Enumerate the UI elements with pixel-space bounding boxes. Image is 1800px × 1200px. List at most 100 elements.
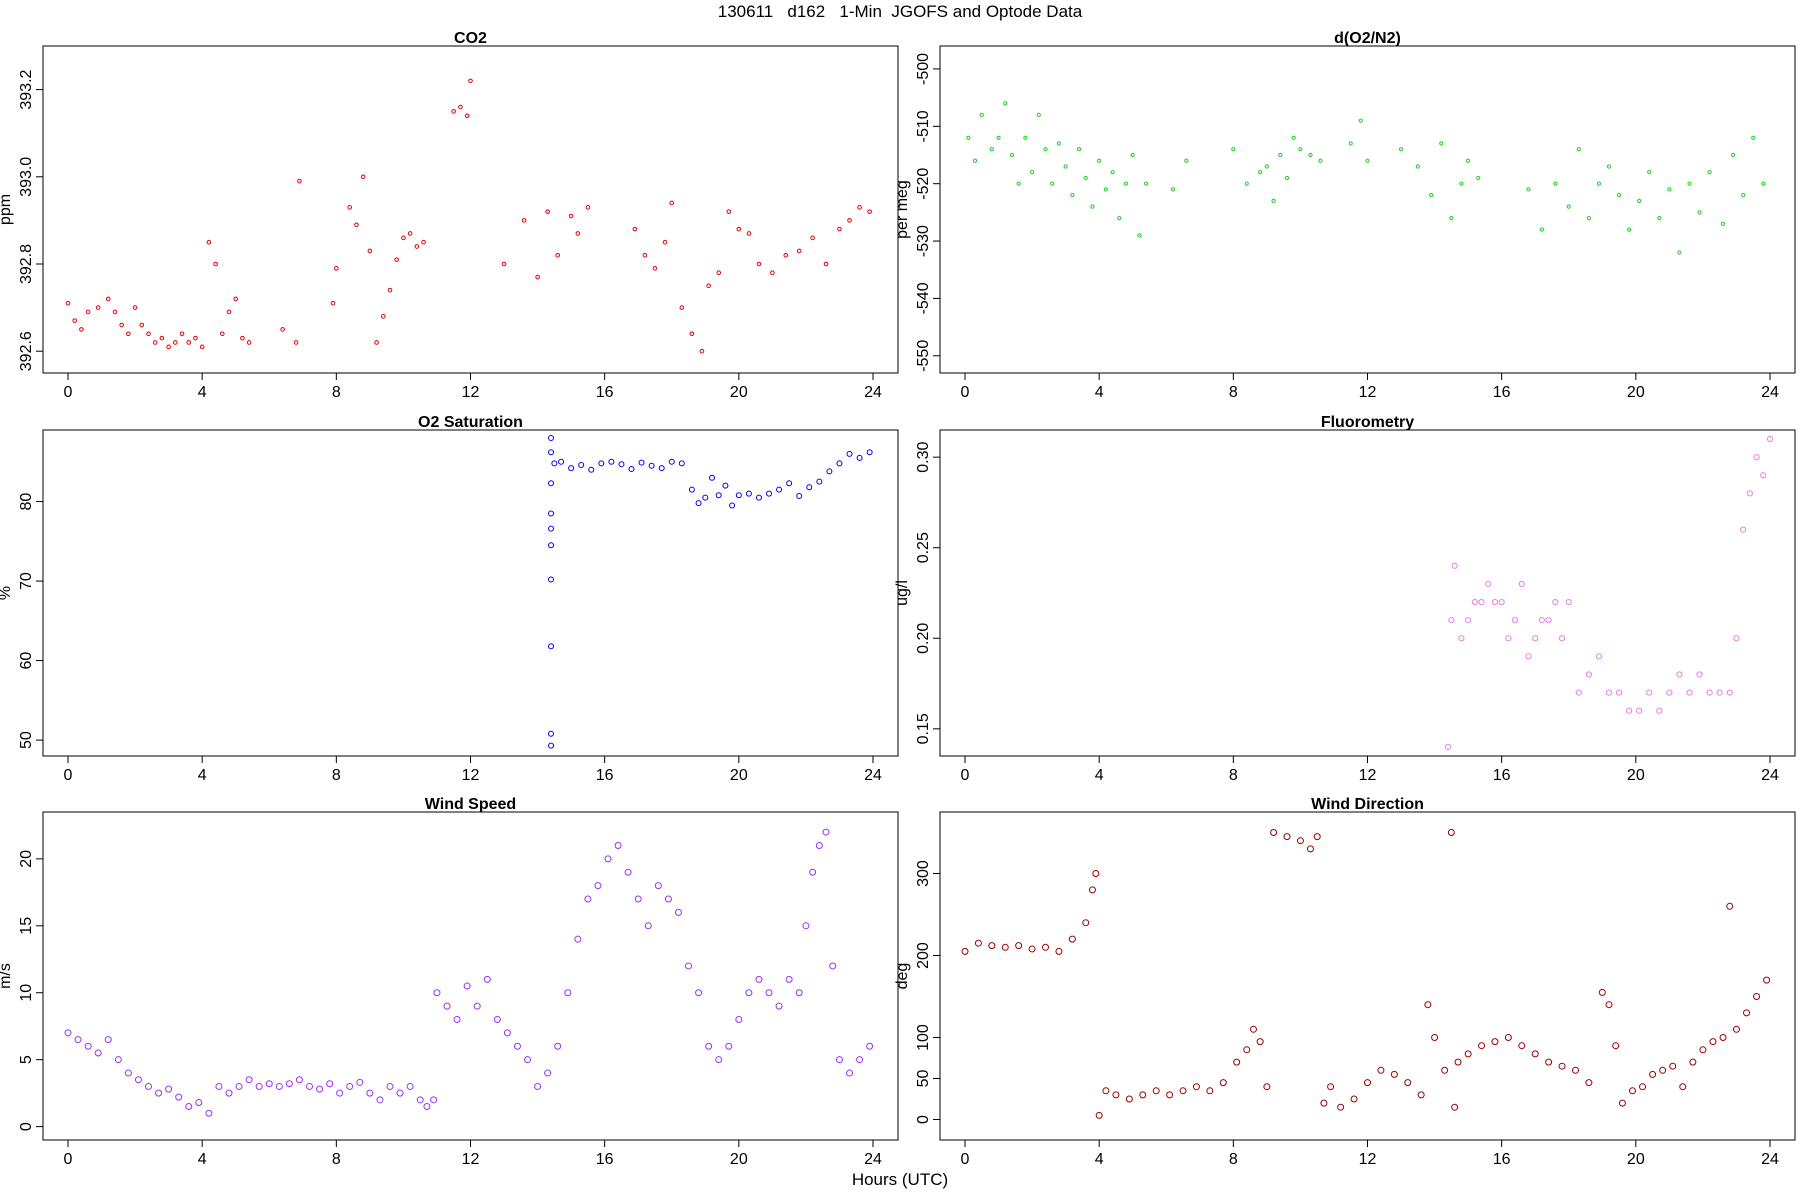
data-point xyxy=(1485,580,1492,588)
data-point xyxy=(433,989,441,997)
data-point xyxy=(1350,1095,1358,1103)
data-point xyxy=(64,1029,72,1037)
data-point xyxy=(608,458,615,465)
data-point xyxy=(175,1093,183,1101)
data-point xyxy=(416,1096,424,1104)
data-point xyxy=(1471,598,1478,606)
data-point xyxy=(1390,1070,1398,1078)
data-point xyxy=(588,466,595,473)
data-point xyxy=(226,309,232,315)
data-point xyxy=(654,882,662,890)
data-point xyxy=(235,1082,243,1090)
data-point xyxy=(1125,1095,1133,1103)
data-point xyxy=(1699,1046,1707,1054)
data-point xyxy=(1364,1079,1371,1087)
data-point xyxy=(1152,1087,1160,1095)
data-point xyxy=(548,480,554,487)
data-point xyxy=(1596,181,1602,186)
data-point xyxy=(1761,181,1766,186)
data-point xyxy=(1348,141,1353,146)
data-point xyxy=(334,266,339,271)
panel-wind-direction: Wind Direction 0 4 8 12 16 20 24 0 50 100 200 300 deg xyxy=(894,796,1796,1168)
data-point xyxy=(380,314,386,319)
data-point xyxy=(1206,1087,1214,1095)
data-point xyxy=(186,340,192,345)
panel-fluorometry: Fluorometry 0 4 8 12 16 20 24 0.15 0.20 0.25 0.30 ug… xyxy=(894,414,1796,784)
data-point xyxy=(376,1096,384,1104)
data-point xyxy=(796,492,803,499)
data-point xyxy=(1042,943,1049,951)
data-point xyxy=(1327,1083,1335,1091)
data-point xyxy=(1264,164,1269,169)
data-point xyxy=(856,1056,864,1064)
data-point xyxy=(246,340,252,345)
data-point xyxy=(829,962,837,970)
data-point xyxy=(846,1069,854,1077)
data-point xyxy=(493,1016,501,1024)
data-point xyxy=(846,450,853,457)
data-point xyxy=(1103,187,1108,192)
data-point xyxy=(1666,689,1673,696)
data-point xyxy=(1170,187,1176,192)
data-point xyxy=(1766,435,1774,443)
data-point xyxy=(867,209,872,214)
data-point xyxy=(702,494,709,501)
data-point xyxy=(1709,1038,1717,1046)
data-point xyxy=(548,449,554,456)
y-tick-label: 10 xyxy=(18,984,35,1002)
plot-frame xyxy=(939,811,1796,1141)
data-point xyxy=(736,226,742,232)
data-point xyxy=(1731,152,1736,158)
y-tick-label: -530 xyxy=(915,225,932,257)
data-point xyxy=(664,895,672,903)
data-point xyxy=(295,1076,303,1084)
data-point xyxy=(1628,1087,1636,1095)
data-point xyxy=(414,244,420,249)
data-point xyxy=(396,1089,404,1097)
data-point xyxy=(548,742,554,749)
data-point xyxy=(94,1049,102,1057)
data-point xyxy=(535,274,540,280)
data-point xyxy=(453,1016,461,1024)
data-point xyxy=(735,492,742,499)
data-point xyxy=(165,1085,173,1093)
data-point xyxy=(152,340,158,345)
data-point xyxy=(568,213,574,219)
x-tick-label: 16 xyxy=(1493,767,1511,784)
data-point xyxy=(634,895,642,903)
data-point xyxy=(1753,454,1760,461)
x-tick-label: 24 xyxy=(1761,1151,1779,1168)
data-point xyxy=(1015,942,1023,950)
data-point xyxy=(386,1082,394,1090)
data-point xyxy=(1117,216,1122,221)
data-point xyxy=(366,1089,374,1097)
data-point xyxy=(1377,1066,1385,1074)
y-tick-label: 50 xyxy=(18,731,35,749)
data-point xyxy=(548,730,554,737)
data-point xyxy=(695,500,702,507)
data-point xyxy=(1716,689,1723,696)
data-point xyxy=(823,261,829,267)
data-point xyxy=(74,1036,82,1044)
data-point xyxy=(206,239,212,245)
data-point xyxy=(726,209,732,214)
data-point xyxy=(648,462,655,469)
x-tick-label: 12 xyxy=(462,1151,480,1168)
data-point xyxy=(1478,1042,1486,1050)
data-point xyxy=(85,309,91,315)
data-points-wind-speed xyxy=(64,828,874,1117)
data-point xyxy=(521,218,527,223)
data-point xyxy=(1558,1062,1566,1070)
data-point xyxy=(255,1082,263,1090)
data-point xyxy=(1459,181,1464,186)
data-point xyxy=(360,174,366,180)
data-point xyxy=(1441,1066,1449,1074)
data-point xyxy=(706,283,711,289)
data-point xyxy=(1097,158,1102,163)
data-point xyxy=(1444,743,1452,751)
data-point xyxy=(145,1082,152,1090)
data-point xyxy=(1498,598,1505,606)
data-point xyxy=(501,261,507,267)
y-tick-label: -500 xyxy=(915,53,932,85)
